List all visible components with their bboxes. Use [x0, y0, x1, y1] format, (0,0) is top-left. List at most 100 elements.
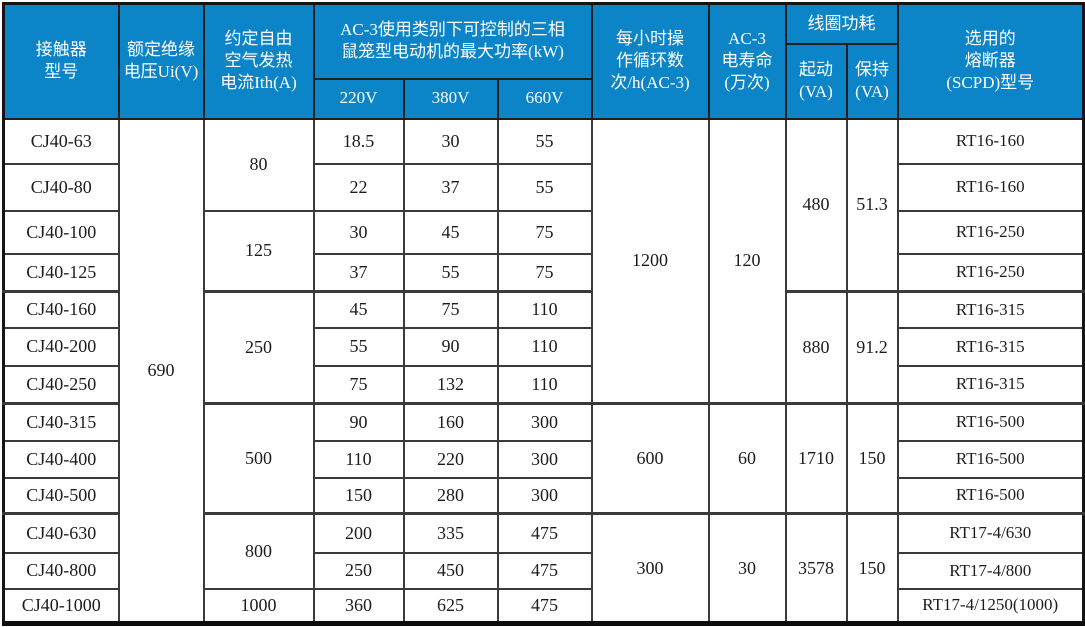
- cell-fuse: RT17-4/1250(1000): [896, 587, 1085, 625]
- cell-kw-220: 90: [312, 402, 405, 442]
- cell-model: CJ40-315: [2, 402, 120, 442]
- cell-ith-current: 1000: [202, 587, 315, 625]
- cell-fuse: RT16-160: [896, 117, 1085, 165]
- cell-kw-660: 110: [496, 326, 593, 367]
- cell-start-va: 3578: [784, 512, 848, 625]
- cell-kw-220: 150: [312, 476, 405, 515]
- header-thermal-current: 约定自由 空气发热 电流Ith(A): [202, 2, 315, 120]
- table-header: 接触器 型号 额定绝缘 电压Ui(V) 约定自由 空气发热 电流Ith(A) A…: [2, 2, 1085, 120]
- table-row: CJ40-315 500 90 160 300 600 60 1710 150 …: [2, 402, 1085, 515]
- cell-kw-220: 30: [312, 209, 405, 255]
- cell-cycles: 600: [590, 402, 710, 515]
- cell-cycles: 300: [590, 512, 710, 625]
- cell-model: CJ40-125: [2, 252, 120, 293]
- header-contactor-model: 接触器 型号: [2, 2, 120, 120]
- cell-model: CJ40-500: [2, 476, 120, 515]
- cell-kw-220: 110: [312, 439, 405, 479]
- header-fuse-type: 选用的 熔断器 (SCPD)型号: [896, 2, 1085, 120]
- cell-kw-380: 450: [402, 551, 499, 590]
- cell-kw-220: 37: [312, 252, 405, 293]
- cell-hold-va: 150: [845, 512, 899, 625]
- cell-ith-current: 500: [202, 402, 315, 515]
- cell-kw-220: 360: [312, 587, 405, 625]
- cell-model: CJ40-80: [2, 162, 120, 212]
- cell-fuse: RT16-160: [896, 162, 1085, 212]
- cell-model: CJ40-160: [2, 290, 120, 329]
- cell-kw-660: 475: [496, 587, 593, 625]
- cell-kw-380: 90: [402, 326, 499, 367]
- cell-kw-380: 37: [402, 162, 499, 212]
- table-row: CJ40-125 37 55 75 RT16-250: [2, 252, 1085, 293]
- cell-kw-660: 475: [496, 512, 593, 554]
- cell-kw-380: 280: [402, 476, 499, 515]
- cell-ith-current: 80: [202, 117, 315, 212]
- cell-ith-current: 250: [202, 290, 315, 405]
- cell-start-va: 480: [784, 117, 848, 293]
- cell-life: 120: [707, 117, 787, 405]
- cell-kw-660: 55: [496, 162, 593, 212]
- cell-kw-220: 45: [312, 290, 405, 329]
- cell-kw-220: 200: [312, 512, 405, 554]
- cell-hold-va: 51.3: [845, 117, 899, 293]
- header-cycles-per-hour: 每小时操 作循环数 次/h(AC-3): [590, 2, 710, 120]
- cell-start-va: 880: [784, 290, 848, 405]
- header-kw-group: AC-3使用类别下可控制的三相 鼠笼型电动机的最大功率(kW): [312, 2, 593, 80]
- table-row: CJ40-250 75 132 110 RT16-315: [2, 364, 1085, 405]
- header-kw-660v: 660V: [496, 77, 593, 120]
- header-coil-start: 起动 (VA): [784, 42, 848, 120]
- cell-kw-660: 475: [496, 551, 593, 590]
- table-row: CJ40-200 55 90 110 RT16-315: [2, 326, 1085, 367]
- cell-kw-220: 22: [312, 162, 405, 212]
- cell-model: CJ40-1000: [2, 587, 120, 625]
- header-row-3: 220V 380V 660V: [4, 77, 1084, 120]
- cell-hold-va: 150: [845, 402, 899, 515]
- cell-kw-380: 625: [402, 587, 499, 625]
- cell-model: CJ40-630: [2, 512, 120, 554]
- cell-kw-660: 300: [496, 439, 593, 479]
- cell-hold-va: 91.2: [845, 290, 899, 405]
- cell-kw-380: 160: [402, 402, 499, 442]
- table-row: CJ40-400 110 220 300 RT16-500: [2, 439, 1085, 479]
- cell-cycles: 1200: [590, 117, 710, 405]
- table-row: CJ40-800 250 450 475 RT17-4/800: [2, 551, 1085, 590]
- cell-fuse: RT16-315: [896, 326, 1085, 367]
- header-row-2: 起动 (VA) 保持 (VA): [4, 42, 1084, 120]
- table-row: CJ40-1000 1000 360 625 475 RT17-4/1250(1…: [2, 587, 1085, 625]
- cell-kw-660: 110: [496, 290, 593, 329]
- cell-fuse: RT16-250: [896, 209, 1085, 255]
- cell-fuse: RT16-500: [896, 439, 1085, 479]
- cell-fuse: RT16-315: [896, 290, 1085, 329]
- cell-model: CJ40-63: [2, 117, 120, 165]
- cell-ith-current: 800: [202, 512, 315, 590]
- cell-kw-660: 110: [496, 364, 593, 405]
- cell-model: CJ40-800: [2, 551, 120, 590]
- cell-model: CJ40-100: [2, 209, 120, 255]
- table-row: CJ40-100 125 30 45 75 RT16-250: [2, 209, 1085, 293]
- header-kw-380v: 380V: [402, 77, 499, 120]
- cell-fuse: RT16-315: [896, 364, 1085, 405]
- cell-fuse: RT17-4/800: [896, 551, 1085, 590]
- cell-fuse: RT17-4/630: [896, 512, 1085, 554]
- cell-ui-voltage: 690: [117, 117, 205, 625]
- cell-model: CJ40-200: [2, 326, 120, 367]
- table-row: CJ40-80 22 37 55 RT16-160: [2, 162, 1085, 212]
- header-coil-hold: 保持 (VA): [845, 42, 899, 120]
- table-body: CJ40-63 690 80 18.5 30 55 1200 120 480 5…: [2, 117, 1085, 625]
- cell-model: CJ40-400: [2, 439, 120, 479]
- cell-kw-220: 75: [312, 364, 405, 405]
- cell-kw-220: 250: [312, 551, 405, 590]
- cell-life: 60: [707, 402, 787, 515]
- cell-fuse: RT16-500: [896, 476, 1085, 515]
- table-row: CJ40-500 150 280 300 RT16-500: [2, 476, 1085, 515]
- header-row-1: 接触器 型号 额定绝缘 电压Ui(V) 约定自由 空气发热 电流Ith(A) A…: [2, 2, 1085, 120]
- header-electrical-life: AC-3 电寿命 (万次): [707, 2, 787, 120]
- cell-kw-660: 300: [496, 476, 593, 515]
- header-kw-220v: 220V: [312, 77, 405, 120]
- cell-model: CJ40-250: [2, 364, 120, 405]
- table-row: CJ40-63 690 80 18.5 30 55 1200 120 480 5…: [2, 117, 1085, 625]
- header-insulation-voltage: 额定绝缘 电压Ui(V): [117, 2, 205, 120]
- cell-start-va: 1710: [784, 402, 848, 515]
- cell-kw-660: 75: [496, 252, 593, 293]
